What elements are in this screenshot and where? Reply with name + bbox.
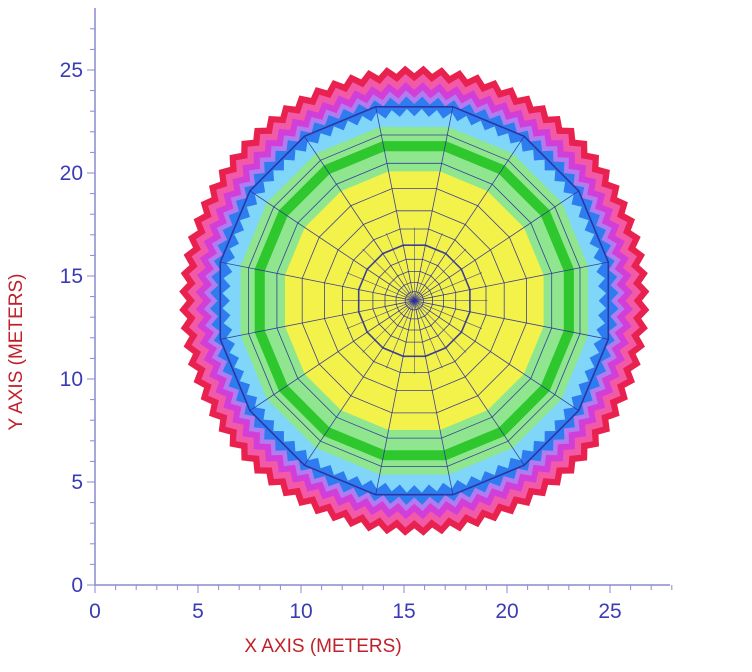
axes: 0 5 10 15 20 25 0 5 10 15 20 25 [60,8,673,623]
mesh-spoke-9 [249,300,415,411]
y-tick-label-10: 10 [60,368,83,391]
y-tick-label-5: 5 [71,471,83,494]
mesh-spoke-12 [413,300,454,495]
mesh-spoke-2 [413,136,525,301]
x-tick-label-25: 25 [598,600,621,623]
mesh-spoke-inner-5 [362,248,415,301]
mesh-spoke-4 [375,106,415,301]
mesh-spoke-inner-10 [386,300,415,369]
mesh-spoke-inner-13 [414,300,467,353]
mesh-spoke-inner-6 [346,272,415,301]
mesh-spoke-inner-0 [414,272,483,301]
x-tick-label-10: 10 [289,600,312,623]
x-axis-title: X AXIS (METERS) [244,636,401,657]
mesh-spoke-inner-12 [414,300,443,369]
y-tick-label-20: 20 [60,162,83,185]
mesh-spoke-8 [220,300,415,340]
mesh-spoke-inner-2 [414,233,443,301]
mesh-spoke-0 [414,261,609,302]
mesh-grid [219,106,610,496]
mesh-spoke-3 [413,106,454,301]
mesh-spoke-inner-4 [386,233,415,301]
mesh-spoke-inner-8 [346,300,415,329]
y-axis-title: Y AXIS (METERS) [6,274,27,431]
mesh-spoke-7 [220,261,415,302]
mesh-spoke-6 [249,190,415,302]
mesh-spoke-inner-9 [362,300,415,353]
mesh-spoke-11 [375,300,415,495]
mesh-spoke-15 [414,300,609,340]
axis-ticks: 0 5 10 15 20 25 0 5 10 15 20 25 [60,28,673,623]
x-tick-label-0: 0 [89,600,101,623]
mesh-spoke-5 [304,136,415,301]
y-tick-label-25: 25 [60,59,83,82]
mesh-spoke-inner-1 [414,248,467,301]
mesh-spoke-14 [414,300,579,411]
mesh-spoke-1 [414,190,579,302]
mesh-spoke-inner-14 [414,300,483,329]
x-tick-label-20: 20 [495,600,518,623]
x-tick-label-15: 15 [392,600,415,623]
mesh-spoke-10 [304,300,415,466]
y-tick-label-15: 15 [60,265,83,288]
mesh-spoke-13 [413,300,525,466]
y-tick-label-0: 0 [71,574,83,597]
x-tick-label-5: 5 [192,600,204,623]
